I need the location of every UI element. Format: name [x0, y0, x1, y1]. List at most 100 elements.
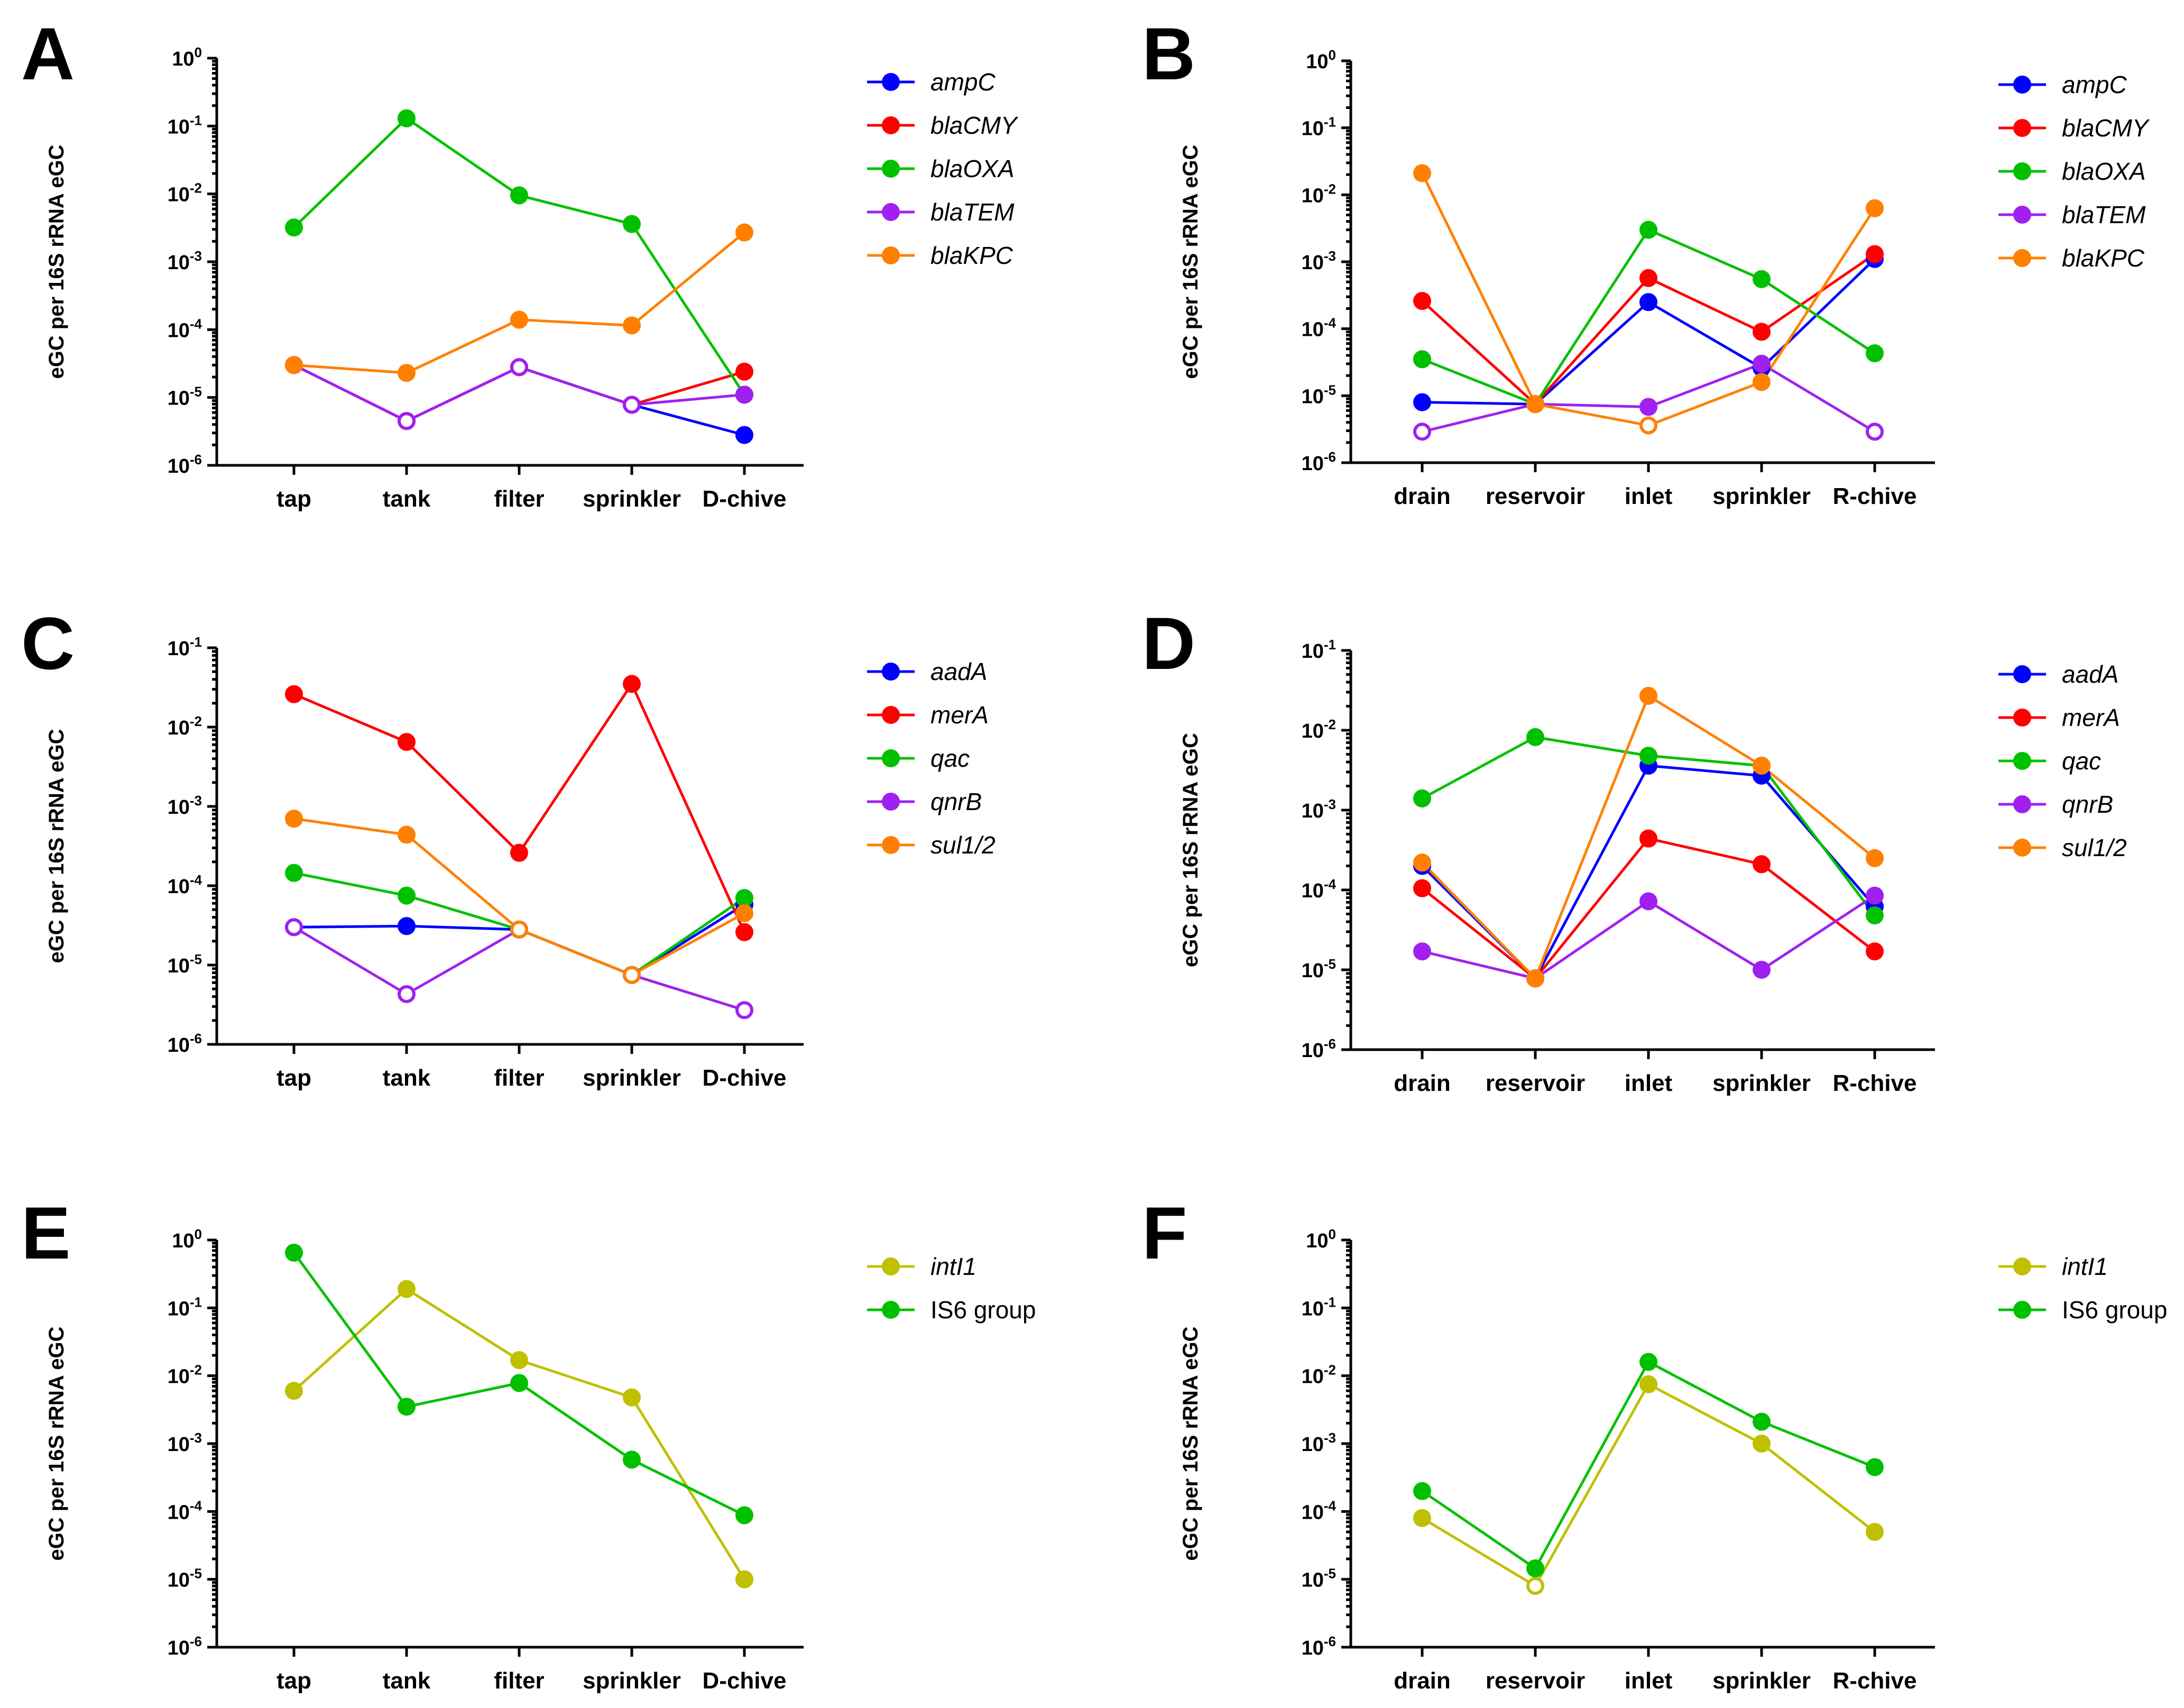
legend-swatch-marker — [882, 663, 900, 681]
panel-letter: E — [21, 1191, 70, 1274]
legend-label: blaTEM — [930, 198, 1015, 226]
panel-letter: F — [1142, 1191, 1187, 1274]
legend-swatch-marker — [2013, 709, 2031, 727]
data-point-sul12 — [285, 810, 303, 828]
legend-swatch-marker — [882, 793, 900, 811]
y-tick-label: 10-2 — [168, 713, 202, 739]
legend-label: ampC — [930, 68, 996, 96]
data-point-qnrb — [1639, 892, 1657, 911]
data-point-blakpc — [1526, 395, 1544, 414]
y-axis-label: eGC per 16S rRNA eGC — [1179, 733, 1202, 967]
data-point-blakpc — [510, 310, 528, 329]
legend-swatch-marker — [2013, 76, 2031, 94]
chart-panel-e: E 10-6 10-5 10-4 10-3 10-2 10-1 100 eGC per 16S … — [21, 1191, 1036, 1694]
legend-label: intI1 — [930, 1253, 976, 1280]
data-point-ampc — [1639, 293, 1657, 311]
y-tick-label: 10-5 — [1302, 382, 1336, 408]
y-tick-label: 10-4 — [1302, 1498, 1337, 1523]
legend-swatch-marker — [882, 749, 900, 767]
data-point-qac — [735, 889, 753, 907]
series-line-blaoxa — [293, 117, 746, 396]
y-axis-label: eGC per 16S rRNA eGC — [45, 1326, 68, 1560]
data-point-blaoxa — [1866, 344, 1884, 363]
data-point-qac — [285, 864, 303, 882]
data-point-blakpc — [735, 223, 753, 242]
chart-panel-c: C 10-6 10-5 10-4 10-3 10-2 10-1 eGC per 16S rRN… — [21, 602, 996, 1091]
x-tick-label: inlet — [1625, 1668, 1673, 1694]
data-point-qnrb — [1413, 942, 1431, 961]
data-point-inti1 — [623, 1388, 641, 1407]
data-point-is6group — [285, 1244, 303, 1262]
y-tick-label: 10-3 — [1302, 248, 1336, 274]
chart-panel-b: B 10-6 10-5 10-4 10-3 10-2 10-1 100 eGC per 16S … — [1142, 12, 2150, 509]
data-point-inti1 — [510, 1351, 528, 1370]
y-tick-label: 10-4 — [1302, 876, 1337, 902]
y-tick-label: 10-1 — [1302, 1294, 1336, 1320]
legend-swatch-marker — [2013, 119, 2031, 137]
data-point-sul12 — [1413, 853, 1431, 872]
series-line-aada — [293, 903, 745, 977]
chart-panel-f: F 10-6 10-5 10-4 10-3 10-2 10-1 100 eGC per 16S … — [1142, 1191, 2167, 1694]
y-tick-label: 10-2 — [1302, 1362, 1336, 1388]
data-point-blaoxa — [398, 109, 416, 127]
x-tick-label: tap — [277, 1668, 311, 1694]
y-tick-label: 10-1 — [1302, 637, 1336, 663]
data-point-blakpc — [1753, 373, 1771, 391]
y-tick-label: 10-6 — [1302, 449, 1336, 475]
data-point-inti1 — [1639, 1375, 1657, 1393]
y-tick-label: 10-5 — [168, 951, 202, 977]
series-line-sul12 — [293, 817, 745, 977]
x-tick-label: drain — [1394, 483, 1451, 509]
y-axis-label: eGC per 16S rRNA eGC — [45, 144, 68, 379]
data-point-qnrb — [285, 918, 303, 936]
y-tick-label: 10-1 — [168, 112, 202, 138]
data-point-blakpc — [1639, 416, 1657, 435]
x-tick-label: drain — [1394, 1070, 1451, 1096]
y-tick-label: 10-4 — [1302, 315, 1337, 341]
y-tick-label: 10-5 — [1302, 956, 1336, 982]
x-tick-label: inlet — [1625, 483, 1673, 509]
data-point-inti1 — [1753, 1435, 1771, 1453]
data-point-mera — [1866, 942, 1884, 961]
data-point-qnrb — [1753, 961, 1771, 979]
data-point-ampc — [735, 426, 753, 444]
legend-swatch-marker — [2013, 795, 2031, 813]
x-tick-label: reservoir — [1486, 1070, 1585, 1096]
x-tick-label: filter — [494, 486, 544, 512]
y-tick-label: 10-2 — [168, 180, 202, 206]
data-point-blacmy — [1753, 323, 1771, 341]
x-tick-label: filter — [494, 1065, 544, 1091]
legend-swatch-marker — [2013, 1257, 2031, 1275]
y-axis-label: eGC per 16S rRNA eGC — [45, 729, 68, 963]
chart-panel-d: D 10-6 10-5 10-4 10-3 10-2 10-1 eGC per 16S rRN… — [1142, 602, 2127, 1096]
data-point-blaoxa — [1639, 221, 1657, 239]
y-tick-label: 10-2 — [1302, 181, 1336, 207]
data-point-mera — [510, 843, 528, 862]
legend-swatch-marker — [2013, 162, 2031, 180]
y-tick-label: 10-5 — [1302, 1566, 1336, 1592]
data-point-blatem — [510, 358, 528, 377]
data-point-blaoxa — [623, 215, 641, 233]
y-tick-label: 10-2 — [168, 1362, 202, 1388]
y-tick-label: 10-6 — [1302, 1036, 1336, 1062]
y-tick-label: 10-1 — [168, 634, 202, 660]
x-tick-label: sprinkler — [1712, 1668, 1811, 1694]
legend-swatch-marker — [2013, 206, 2031, 224]
data-point-inti1 — [735, 1570, 753, 1588]
chart-panel-a: A 10-6 10-5 10-4 10-3 10-2 10-1 100 eGC per 16S … — [21, 12, 1019, 512]
series-line-blaoxa — [1422, 228, 1876, 406]
x-tick-label: sprinkler — [1712, 483, 1811, 509]
legend-label: sul1/2 — [2062, 834, 2127, 861]
y-tick-label: 100 — [1306, 47, 1336, 73]
data-point-mera — [1753, 855, 1771, 874]
y-tick-label: 10-3 — [1302, 1430, 1336, 1456]
series-line-blakpc — [293, 231, 745, 374]
data-point-is6group — [1866, 1458, 1884, 1476]
data-point-blatem — [623, 396, 641, 414]
legend-swatch-marker — [882, 116, 900, 134]
data-point-qac — [398, 886, 416, 905]
panel-letter: C — [21, 602, 75, 685]
legend-label: aadA — [930, 658, 987, 685]
legend-swatch-marker — [2013, 1301, 2031, 1319]
